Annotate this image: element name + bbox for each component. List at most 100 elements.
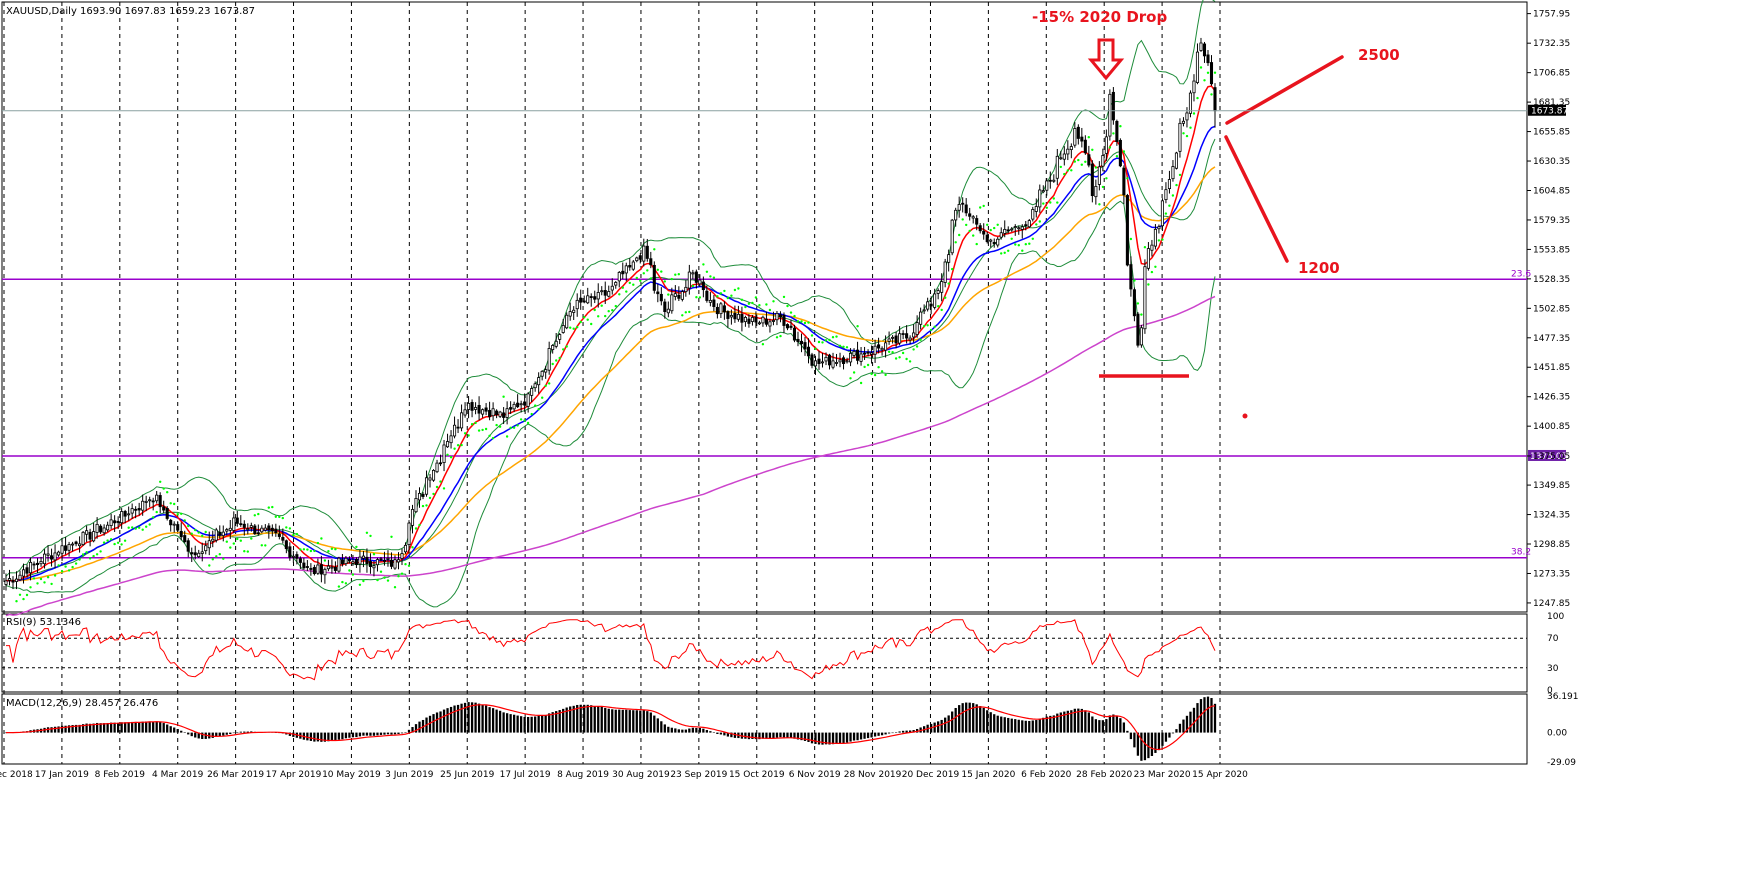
fib-level-label: 23.6 bbox=[1511, 269, 1531, 279]
sar-dot bbox=[201, 534, 204, 537]
sar-dot bbox=[474, 421, 477, 425]
macd-bar bbox=[1070, 710, 1073, 733]
sar-dot bbox=[211, 558, 214, 561]
candle-body bbox=[877, 344, 881, 349]
sar-dot bbox=[299, 548, 302, 551]
candle-body bbox=[764, 318, 768, 325]
sar-dot bbox=[425, 504, 428, 507]
main-price-panel[interactable] bbox=[1, 1, 1528, 613]
macd-bar bbox=[393, 732, 397, 735]
macd-bar bbox=[674, 728, 677, 733]
candle-body bbox=[649, 258, 653, 266]
sar-dot bbox=[737, 287, 740, 290]
candle-body bbox=[852, 350, 856, 356]
macd-bar bbox=[53, 726, 57, 733]
candle-body bbox=[785, 324, 790, 329]
candle-body bbox=[940, 281, 944, 293]
candle-body bbox=[912, 332, 916, 338]
macd-bar bbox=[1168, 732, 1171, 738]
macd-panel[interactable] bbox=[1, 693, 1528, 765]
macd-bar bbox=[456, 704, 460, 733]
sar-dot bbox=[467, 434, 470, 437]
candle-body bbox=[403, 544, 408, 553]
price-tick-label: 1553.85 bbox=[1533, 245, 1570, 255]
sar-dot bbox=[1164, 212, 1168, 215]
candle-body bbox=[312, 567, 316, 575]
macd-bar bbox=[691, 727, 694, 733]
macd-bar bbox=[807, 732, 810, 742]
macd-bar bbox=[1199, 699, 1203, 733]
sar-dot bbox=[292, 533, 295, 537]
macd-bar bbox=[590, 705, 593, 733]
macd-bar bbox=[432, 714, 435, 733]
macd-bar bbox=[838, 732, 842, 744]
sar-dot bbox=[926, 324, 929, 327]
macd-bar bbox=[446, 708, 449, 733]
candle-body bbox=[330, 566, 334, 569]
candle-body bbox=[1090, 163, 1094, 197]
sar-dot bbox=[786, 304, 789, 308]
candle-body bbox=[1206, 54, 1210, 64]
sar-dot bbox=[908, 360, 912, 363]
candle-body bbox=[603, 290, 607, 296]
sar-dot bbox=[632, 283, 635, 286]
sar-dot bbox=[1059, 165, 1063, 169]
sar-dot bbox=[940, 308, 943, 312]
rsi-tick-label: 0 bbox=[1547, 686, 1553, 696]
date-tick-label: 6 Nov 2019 bbox=[789, 770, 841, 780]
candle-body bbox=[537, 377, 541, 386]
macd-bar bbox=[779, 732, 782, 738]
sar-dot bbox=[674, 273, 677, 276]
macd-bar bbox=[197, 732, 200, 739]
macd-bar bbox=[1101, 720, 1104, 733]
macd-bar bbox=[754, 732, 758, 740]
candle-body bbox=[417, 492, 422, 501]
candle-body bbox=[106, 524, 110, 531]
candle-body bbox=[561, 325, 565, 333]
sar-dot bbox=[131, 526, 134, 529]
sar-dot bbox=[407, 564, 411, 567]
current-price-marker: 1673.87 bbox=[2, 104, 1568, 117]
sar-dot bbox=[975, 242, 978, 246]
sar-dot bbox=[621, 286, 624, 289]
macd-bar bbox=[95, 722, 99, 733]
macd-bar bbox=[85, 723, 88, 733]
candlesticks bbox=[4, 37, 1217, 591]
candle-body bbox=[284, 540, 288, 550]
macd-bar bbox=[376, 732, 379, 736]
candle-body bbox=[186, 540, 190, 552]
candle-body bbox=[1104, 136, 1108, 154]
candle-body bbox=[1066, 148, 1070, 155]
last-price-box bbox=[1528, 104, 1566, 116]
macd-bar bbox=[849, 732, 852, 742]
sar-dot bbox=[498, 425, 502, 428]
sar-dot bbox=[1161, 238, 1164, 241]
sar-dot bbox=[495, 423, 498, 427]
candle-body bbox=[1038, 189, 1042, 208]
price-tick-label: 1528.35 bbox=[1533, 275, 1570, 285]
macd-bar bbox=[572, 705, 575, 733]
sar-dot bbox=[1038, 220, 1042, 223]
macd-bar bbox=[449, 706, 453, 733]
candle-body bbox=[414, 498, 418, 513]
candle-body bbox=[323, 568, 327, 576]
macd-bar bbox=[148, 721, 151, 733]
candle-body bbox=[1073, 128, 1077, 146]
macd-bar bbox=[733, 732, 737, 738]
candle-body bbox=[887, 338, 891, 342]
candle-body bbox=[1003, 228, 1007, 234]
sar-dot bbox=[604, 314, 607, 318]
rsi-panel[interactable] bbox=[1, 613, 1528, 693]
macd-header: MACD(12,26,9) 28.457 26.476 bbox=[6, 698, 158, 709]
candle-body bbox=[344, 557, 348, 565]
macd-bar bbox=[632, 710, 635, 733]
price-tick-label: 1400.85 bbox=[1533, 422, 1570, 432]
ema-9-line bbox=[5, 85, 1216, 582]
candle-body bbox=[761, 316, 765, 324]
macd-bar bbox=[628, 710, 631, 733]
sar-dot bbox=[67, 569, 71, 572]
date-tick-label: 17 Jan 2019 bbox=[35, 770, 89, 780]
candle-body bbox=[919, 311, 923, 325]
macd-bar bbox=[979, 706, 982, 733]
